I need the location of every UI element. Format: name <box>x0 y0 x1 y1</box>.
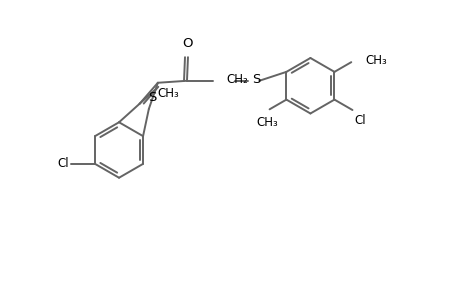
Text: Cl: Cl <box>354 114 365 127</box>
Text: CH₃: CH₃ <box>364 54 386 67</box>
Text: CH₂: CH₂ <box>226 73 247 86</box>
Text: CH₃: CH₃ <box>256 116 278 129</box>
Text: S: S <box>252 73 260 86</box>
Text: Cl: Cl <box>58 158 69 170</box>
Text: O: O <box>182 37 193 50</box>
Text: CH₃: CH₃ <box>157 87 179 100</box>
Text: S: S <box>148 91 157 104</box>
